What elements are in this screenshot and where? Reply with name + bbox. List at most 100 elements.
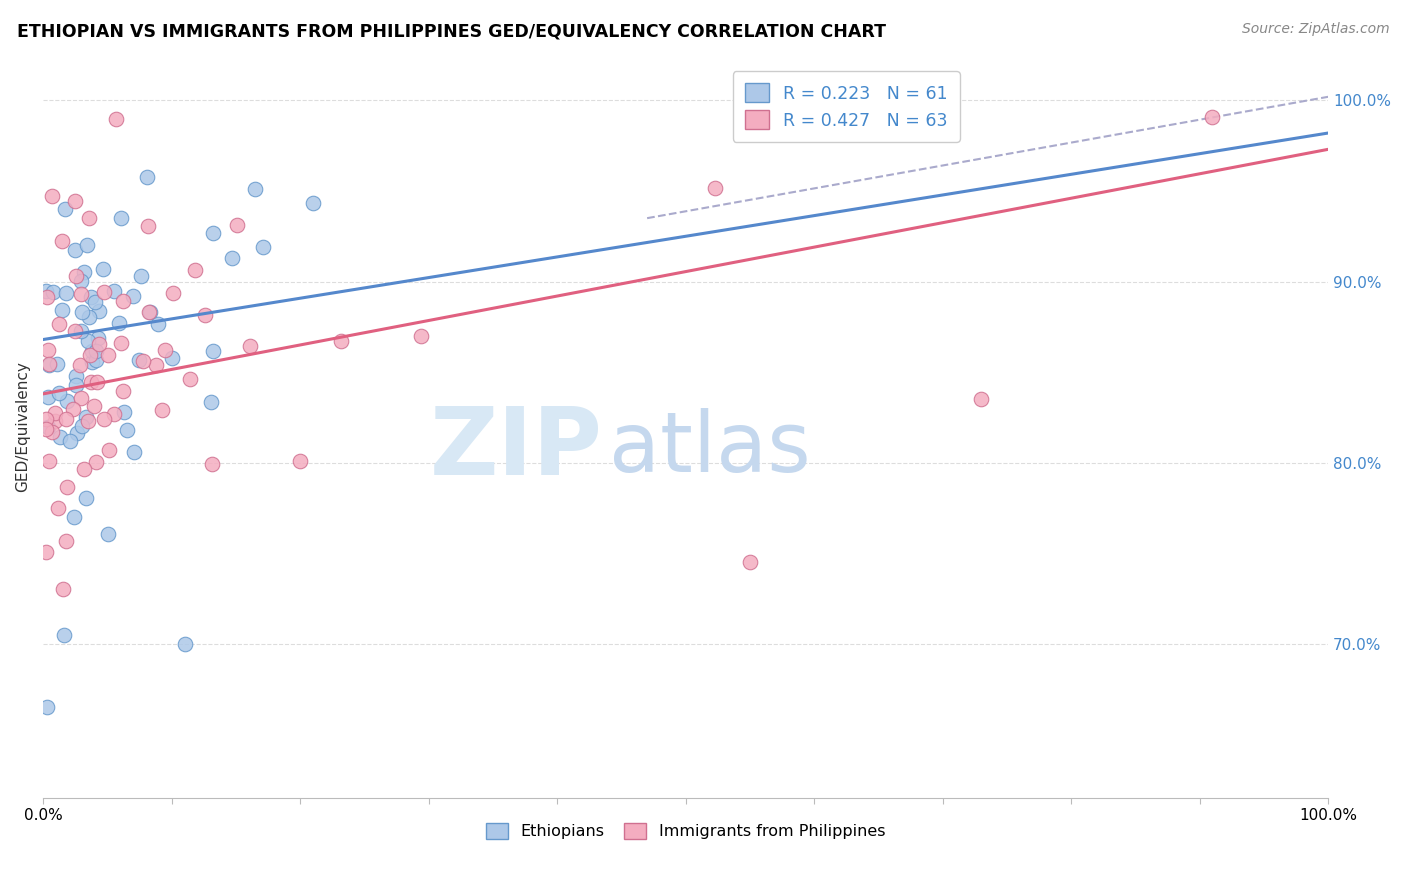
Point — [162, 285, 184, 300]
Point — [69, 358, 91, 372]
Point — [111, 294, 134, 309]
Point — [243, 182, 266, 196]
Point — [84, 295, 107, 310]
Point — [80, 290, 103, 304]
Point — [87, 331, 110, 345]
Point — [38, 453, 60, 467]
Point — [145, 358, 167, 372]
Point — [72, 305, 94, 319]
Point — [52, 582, 75, 597]
Point — [56, 394, 79, 409]
Point — [82, 344, 104, 359]
Point — [110, 336, 132, 351]
Point — [132, 354, 155, 368]
Point — [77, 310, 100, 324]
Point — [55, 534, 77, 549]
Point — [738, 555, 761, 569]
Point — [83, 399, 105, 413]
Point — [75, 409, 97, 424]
Point — [80, 375, 103, 389]
Point — [112, 405, 135, 419]
Point — [38, 357, 60, 371]
Point — [73, 264, 96, 278]
Point — [75, 491, 97, 505]
Point — [35, 700, 58, 714]
Point — [1201, 110, 1223, 124]
Point — [79, 211, 101, 225]
Point — [93, 412, 115, 426]
Point — [44, 406, 66, 420]
Point — [76, 334, 98, 349]
Point — [55, 412, 77, 426]
Point — [128, 352, 150, 367]
Point — [69, 391, 91, 405]
Legend: Ethiopians, Immigrants from Philippines: Ethiopians, Immigrants from Philippines — [479, 816, 891, 846]
Text: atlas: atlas — [609, 409, 810, 489]
Point — [193, 308, 215, 322]
Point — [103, 285, 125, 299]
Point — [288, 454, 311, 468]
Point — [79, 348, 101, 362]
Point — [221, 251, 243, 265]
Point — [63, 324, 86, 338]
Point — [84, 344, 107, 359]
Point — [122, 289, 145, 303]
Point — [35, 412, 58, 426]
Point — [179, 372, 201, 386]
Point — [65, 269, 87, 284]
Point — [69, 274, 91, 288]
Point — [96, 348, 118, 362]
Point — [52, 628, 75, 642]
Y-axis label: GED/Equivalency: GED/Equivalency — [15, 361, 30, 491]
Point — [173, 637, 195, 651]
Point — [37, 290, 59, 304]
Point — [160, 351, 183, 365]
Point — [49, 430, 72, 444]
Point — [139, 304, 162, 318]
Point — [55, 285, 77, 300]
Point — [184, 262, 207, 277]
Point — [35, 285, 58, 299]
Point — [53, 202, 76, 216]
Point — [201, 226, 224, 240]
Point — [226, 219, 249, 233]
Point — [62, 401, 84, 416]
Point — [37, 419, 59, 434]
Point — [35, 545, 58, 559]
Point — [41, 425, 63, 439]
Point — [202, 344, 225, 359]
Point — [73, 462, 96, 476]
Point — [138, 305, 160, 319]
Point — [84, 455, 107, 469]
Point — [44, 413, 66, 427]
Point — [155, 343, 177, 357]
Text: Source: ZipAtlas.com: Source: ZipAtlas.com — [1241, 22, 1389, 37]
Point — [35, 422, 58, 436]
Point — [65, 368, 87, 383]
Point — [48, 318, 70, 332]
Point — [150, 403, 173, 417]
Point — [41, 189, 63, 203]
Point — [239, 339, 262, 353]
Point — [46, 357, 69, 371]
Point — [76, 414, 98, 428]
Point — [103, 407, 125, 421]
Point — [37, 390, 59, 404]
Point — [703, 180, 725, 194]
Point — [136, 219, 159, 233]
Point — [76, 237, 98, 252]
Point — [38, 358, 60, 372]
Point — [89, 337, 111, 351]
Point — [59, 434, 82, 448]
Text: ZIP: ZIP — [429, 403, 602, 495]
Point — [97, 527, 120, 541]
Point — [65, 243, 87, 257]
Point — [69, 287, 91, 301]
Point — [148, 318, 170, 332]
Point — [91, 262, 114, 277]
Point — [122, 444, 145, 458]
Point — [105, 112, 128, 127]
Point — [93, 285, 115, 299]
Point — [84, 352, 107, 367]
Point — [63, 509, 86, 524]
